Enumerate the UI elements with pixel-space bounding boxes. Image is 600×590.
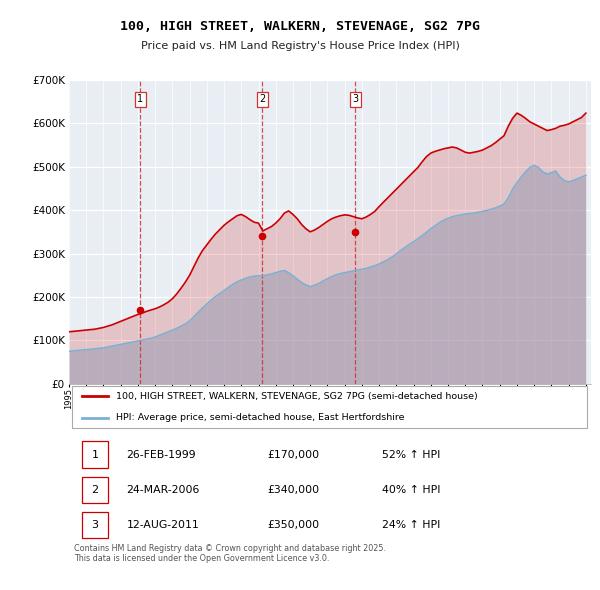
Text: 2: 2 [259,94,266,104]
Text: 52% ↑ HPI: 52% ↑ HPI [382,450,440,460]
Text: Price paid vs. HM Land Registry's House Price Index (HPI): Price paid vs. HM Land Registry's House … [140,41,460,51]
Text: 100, HIGH STREET, WALKERN, STEVENAGE, SG2 7PG (semi-detached house): 100, HIGH STREET, WALKERN, STEVENAGE, SG… [116,392,478,401]
Text: 12-AUG-2011: 12-AUG-2011 [127,520,199,530]
Text: 1: 1 [137,94,143,104]
Text: 26-FEB-1999: 26-FEB-1999 [127,450,196,460]
Text: £340,000: £340,000 [268,485,319,495]
Text: 100, HIGH STREET, WALKERN, STEVENAGE, SG2 7PG: 100, HIGH STREET, WALKERN, STEVENAGE, SG… [120,20,480,33]
FancyBboxPatch shape [82,477,108,503]
FancyBboxPatch shape [82,441,108,468]
FancyBboxPatch shape [82,512,108,538]
Text: £170,000: £170,000 [268,450,319,460]
Text: 24% ↑ HPI: 24% ↑ HPI [382,520,440,530]
Text: £350,000: £350,000 [268,520,319,530]
FancyBboxPatch shape [71,386,587,428]
Text: Contains HM Land Registry data © Crown copyright and database right 2025.
This d: Contains HM Land Registry data © Crown c… [74,544,386,563]
Text: 1: 1 [92,450,98,460]
Text: 40% ↑ HPI: 40% ↑ HPI [382,485,440,495]
Text: 24-MAR-2006: 24-MAR-2006 [127,485,200,495]
Text: 2: 2 [92,485,98,495]
Text: HPI: Average price, semi-detached house, East Hertfordshire: HPI: Average price, semi-detached house,… [116,414,404,422]
Text: 3: 3 [92,520,98,530]
Text: 3: 3 [352,94,358,104]
